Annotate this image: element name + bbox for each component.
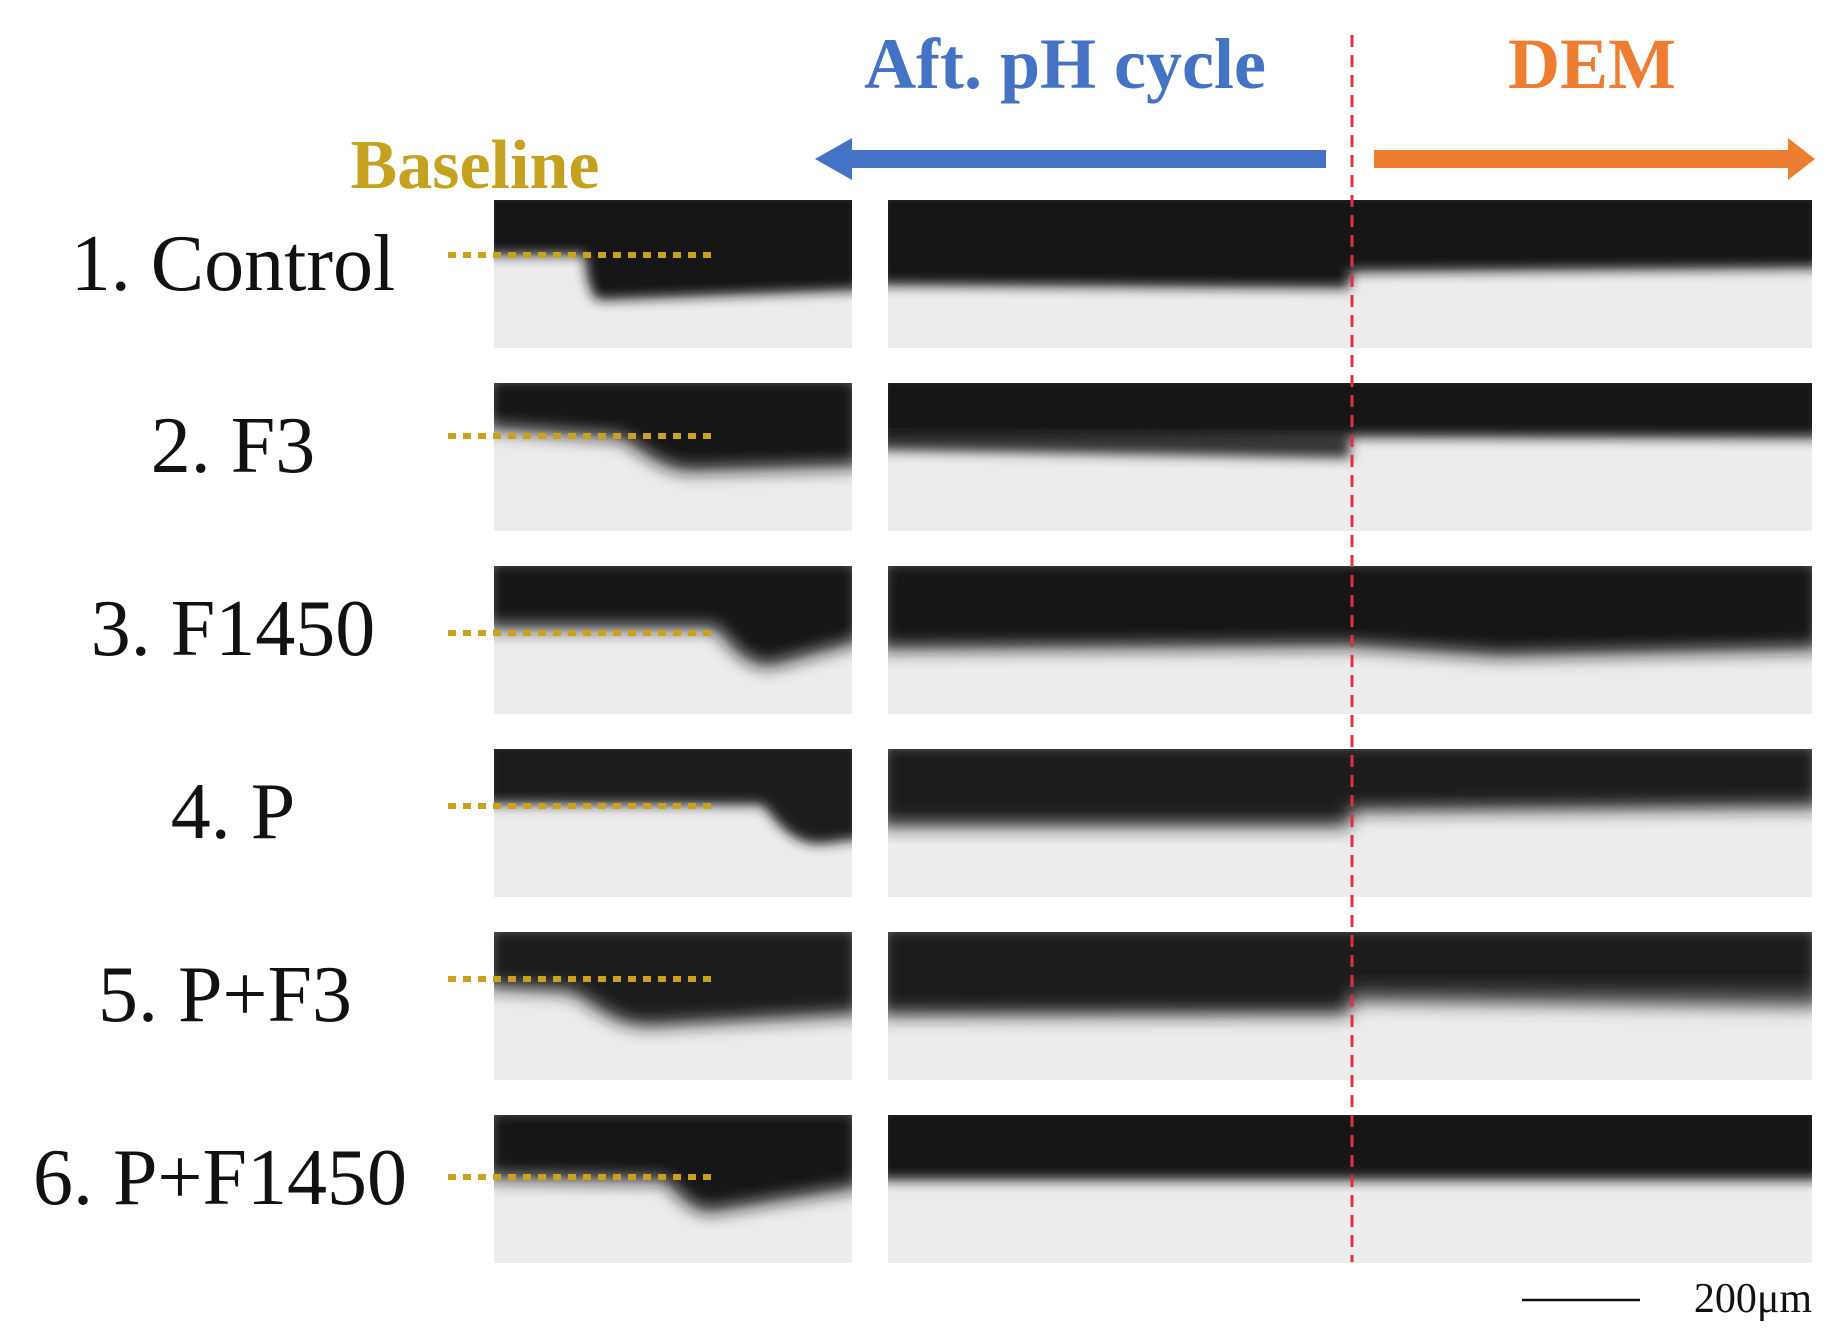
- scale-bar-label: 200μm: [1694, 1276, 1813, 1322]
- baseline-panel: [494, 749, 852, 897]
- comparison-panel: [888, 1115, 1812, 1263]
- micrograph-row-p: [448, 749, 1812, 897]
- row-label-p-f3: 5. P+F3: [98, 951, 352, 1039]
- baseline-panel: [494, 932, 852, 1080]
- header-baseline: Baseline: [351, 127, 600, 204]
- row-label-p: 4. P: [171, 768, 296, 856]
- scale-bar: 200μm: [1522, 1276, 1812, 1322]
- micrograph-row-p-f1450: [448, 1115, 1812, 1263]
- baseline-panel: [494, 383, 852, 531]
- comparison-panel: [888, 932, 1812, 1080]
- header-dem: DEM: [1508, 24, 1676, 104]
- baseline-panel: [494, 1115, 852, 1263]
- comparison-panel: [888, 566, 1812, 714]
- row-label-control: 1. Control: [71, 220, 395, 308]
- baseline-panel: [494, 200, 852, 348]
- micrograph-row-control: [448, 200, 1812, 348]
- micrograph-row-f3: [448, 383, 1812, 531]
- baseline-panel: [494, 566, 852, 714]
- right-arrow-icon: [1374, 138, 1815, 180]
- comparison-panel: [888, 200, 1812, 348]
- row-label-f1450: 3. F1450: [91, 585, 376, 673]
- header-after-ph-cycle: Aft. pH cycle: [864, 24, 1266, 104]
- micrograph-row-p-f3: [448, 932, 1812, 1080]
- row-label-p-f1450: 6. P+F1450: [33, 1134, 407, 1222]
- micrograph-row-f1450: [448, 566, 1812, 714]
- row-label-f3: 2. F3: [151, 402, 316, 490]
- comparison-panel: [888, 383, 1812, 531]
- comparison-panel: [888, 749, 1812, 897]
- row-labels: 1. Control 2. F3 3. F1450 4. P 5. P+F3 6…: [33, 220, 407, 1222]
- left-arrow-icon: [815, 138, 1326, 180]
